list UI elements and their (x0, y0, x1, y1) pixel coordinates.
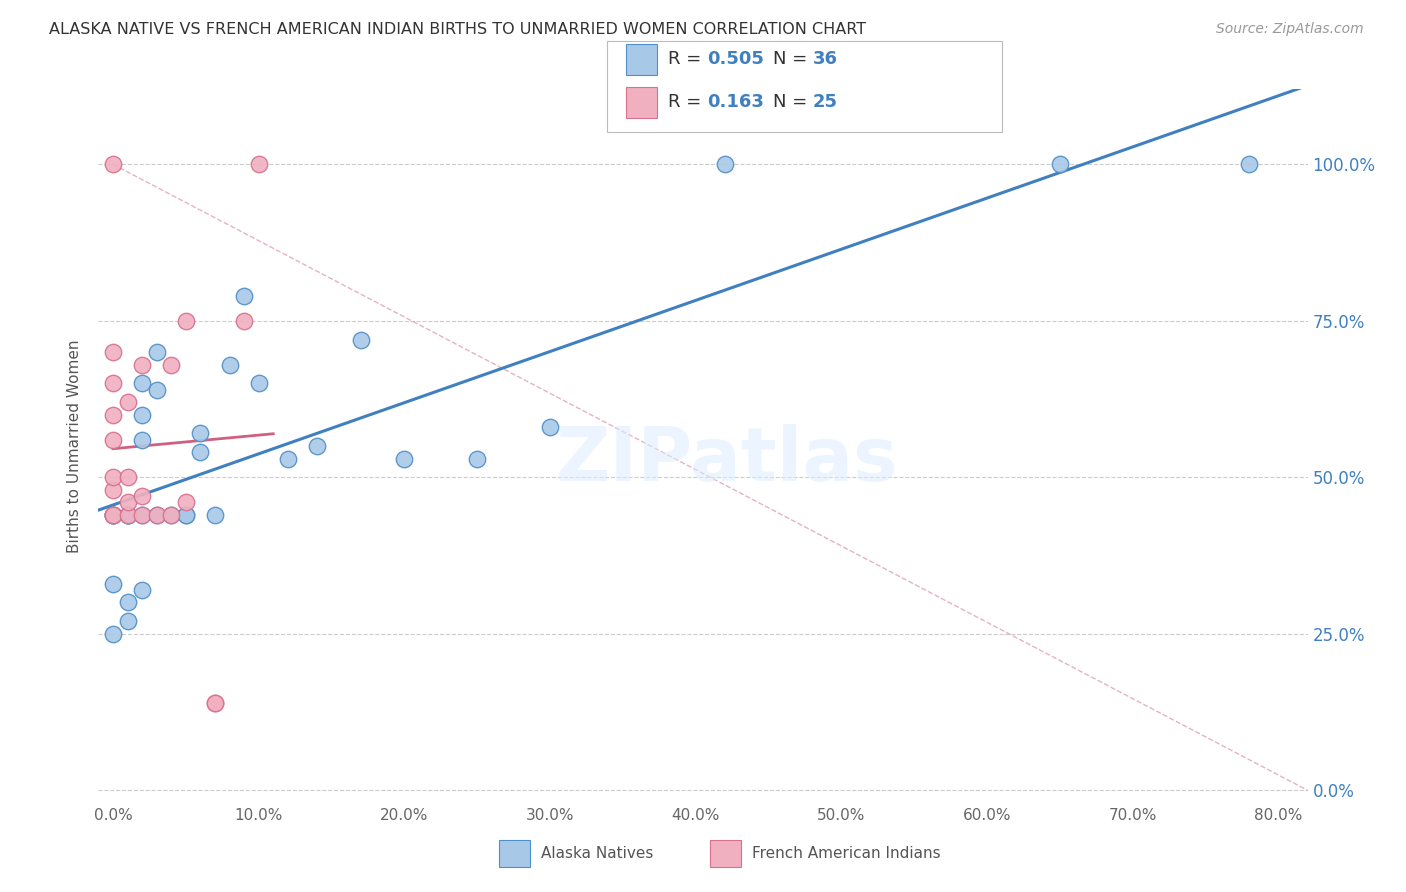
Point (233, 289, 256, 303)
Point (117, 508, 139, 522)
Point (117, 614, 139, 628)
Y-axis label: Births to Unmarried Women: Births to Unmarried Women (67, 339, 83, 553)
Point (277, 451, 299, 466)
Point (247, 157, 270, 171)
Point (101, 345, 124, 359)
Point (174, 314, 197, 328)
Point (117, 508, 139, 522)
Point (1049, 157, 1071, 171)
Point (131, 433, 153, 447)
Point (174, 495, 197, 509)
Point (145, 383, 167, 397)
Point (174, 508, 197, 522)
Point (160, 358, 183, 372)
Text: 25: 25 (813, 93, 838, 112)
Text: ALASKA NATIVE VS FRENCH AMERICAN INDIAN BIRTHS TO UNMARRIED WOMEN CORRELATION CH: ALASKA NATIVE VS FRENCH AMERICAN INDIAN … (49, 22, 866, 37)
Point (233, 314, 256, 328)
Point (394, 451, 416, 466)
Point (101, 483, 124, 497)
Point (218, 358, 240, 372)
Text: R =: R = (668, 93, 707, 112)
Point (117, 595, 139, 609)
Point (101, 376, 124, 391)
Point (117, 508, 139, 522)
Point (131, 376, 153, 391)
Text: N =: N = (773, 93, 813, 112)
Text: N =: N = (773, 50, 813, 69)
Point (117, 508, 139, 522)
Point (131, 508, 153, 522)
Point (117, 470, 139, 484)
Point (117, 395, 139, 409)
Point (1239, 157, 1261, 171)
Text: Source: ZipAtlas.com: Source: ZipAtlas.com (1216, 22, 1364, 37)
Text: 0.505: 0.505 (707, 50, 763, 69)
Point (190, 426, 212, 441)
Point (145, 345, 167, 359)
Point (538, 420, 561, 434)
Point (131, 582, 153, 597)
Point (101, 627, 124, 641)
Point (714, 157, 737, 171)
Text: R =: R = (668, 50, 707, 69)
Point (101, 508, 124, 522)
Point (305, 439, 328, 453)
Point (117, 495, 139, 509)
Point (204, 508, 226, 522)
Point (101, 508, 124, 522)
Text: ZIPatlas: ZIPatlas (555, 424, 898, 497)
Point (465, 451, 488, 466)
Point (190, 445, 212, 459)
Point (204, 696, 226, 710)
Point (204, 696, 226, 710)
Point (160, 508, 183, 522)
Point (145, 508, 167, 522)
Point (101, 433, 124, 447)
Point (145, 508, 167, 522)
Point (101, 576, 124, 591)
Point (101, 408, 124, 422)
Point (101, 470, 124, 484)
Text: 36: 36 (813, 50, 838, 69)
Point (101, 157, 124, 171)
Point (131, 489, 153, 503)
Point (101, 508, 124, 522)
Point (131, 358, 153, 372)
Text: 0.163: 0.163 (707, 93, 763, 112)
Point (131, 408, 153, 422)
Point (247, 376, 270, 391)
Text: Alaska Natives: Alaska Natives (541, 847, 654, 862)
Point (350, 333, 373, 347)
Point (174, 508, 197, 522)
Point (160, 508, 183, 522)
Point (101, 508, 124, 522)
Point (131, 508, 153, 522)
Text: French American Indians: French American Indians (752, 847, 941, 862)
Point (101, 508, 124, 522)
